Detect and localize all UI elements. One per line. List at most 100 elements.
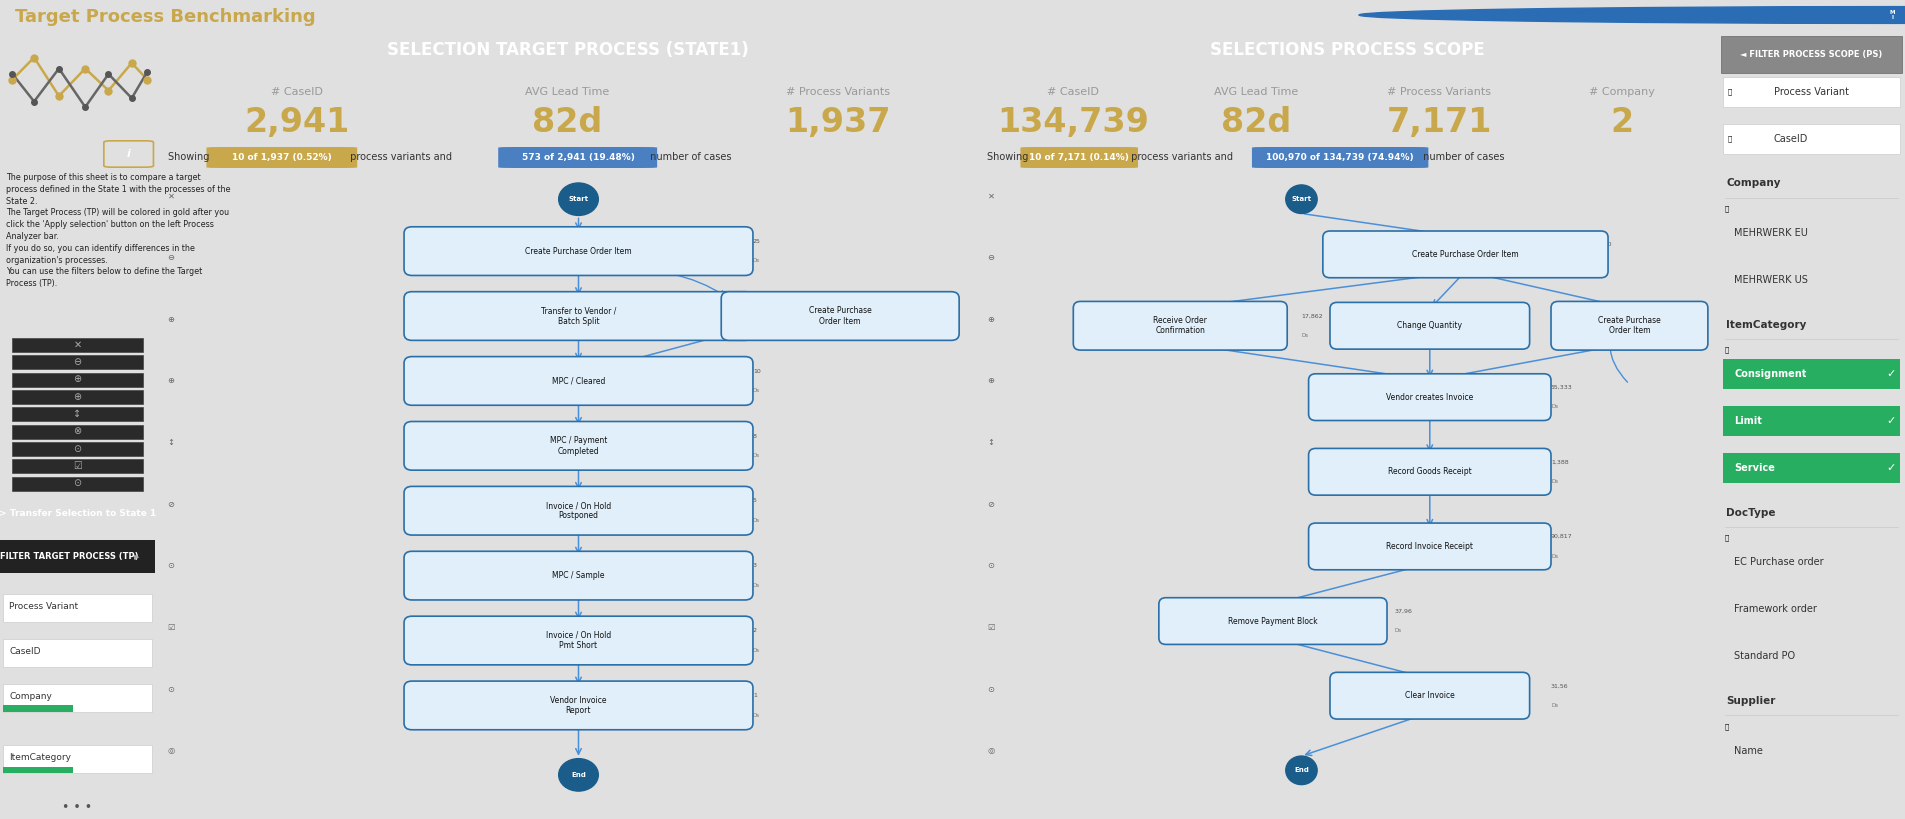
Text: Ds: Ds <box>752 258 760 264</box>
Text: 8: 8 <box>752 433 756 439</box>
Text: 1: 1 <box>752 693 756 698</box>
Text: FILTER TARGET PROCESS (TP): FILTER TARGET PROCESS (TP) <box>0 552 139 561</box>
Text: ↕: ↕ <box>74 409 82 419</box>
Text: 2: 2 <box>1610 106 1633 139</box>
Text: Ds: Ds <box>1551 703 1556 708</box>
Text: Ds: Ds <box>1301 333 1309 338</box>
Text: ItemCategory: ItemCategory <box>1726 319 1806 329</box>
Text: ✕: ✕ <box>987 192 994 201</box>
Text: Ds: Ds <box>752 388 760 393</box>
Text: Record Invoice Receipt: Record Invoice Receipt <box>1385 542 1473 551</box>
Text: Create Purchase Order Item: Create Purchase Order Item <box>1412 250 1518 259</box>
FancyBboxPatch shape <box>404 422 752 470</box>
Text: 2: 2 <box>752 628 756 633</box>
Text: 🔍: 🔍 <box>1724 346 1728 353</box>
Circle shape <box>558 758 598 791</box>
Text: • • •: • • • <box>63 801 93 814</box>
Text: ⊙: ⊙ <box>74 444 82 454</box>
Text: ⊕: ⊕ <box>168 377 175 386</box>
Text: Transfer to Vendor /
Batch Split: Transfer to Vendor / Batch Split <box>541 306 615 326</box>
FancyBboxPatch shape <box>4 767 72 773</box>
FancyBboxPatch shape <box>13 373 143 387</box>
FancyBboxPatch shape <box>1309 373 1551 420</box>
FancyBboxPatch shape <box>1722 359 1899 389</box>
Text: Ds: Ds <box>1551 333 1556 338</box>
Text: # CaseID: # CaseID <box>1046 88 1099 97</box>
FancyBboxPatch shape <box>404 681 752 730</box>
Text: number of cases: number of cases <box>648 152 732 162</box>
Circle shape <box>1286 185 1316 214</box>
Text: Ds: Ds <box>1393 628 1400 633</box>
Text: CaseID: CaseID <box>10 647 40 656</box>
Text: Ds: Ds <box>752 453 760 458</box>
Text: CaseID: CaseID <box>1774 133 1808 143</box>
FancyBboxPatch shape <box>1722 76 1899 106</box>
Text: Record Goods Receipt: Record Goods Receipt <box>1387 468 1471 477</box>
Text: 🔍: 🔍 <box>1728 88 1732 95</box>
Text: DocType: DocType <box>1726 508 1775 518</box>
Text: Create Purchase
Order Item: Create Purchase Order Item <box>1596 316 1659 336</box>
Text: 10 of 7,171 (0.14%): 10 of 7,171 (0.14%) <box>1029 153 1128 162</box>
Text: ⊕: ⊕ <box>987 314 994 324</box>
Text: Name: Name <box>1734 745 1762 756</box>
FancyBboxPatch shape <box>404 356 752 405</box>
FancyBboxPatch shape <box>1551 301 1707 350</box>
FancyBboxPatch shape <box>404 227 752 275</box>
FancyBboxPatch shape <box>13 459 143 473</box>
Text: Ds: Ds <box>1551 479 1556 484</box>
Text: ⊕: ⊕ <box>74 374 82 384</box>
Text: Vendor Invoice
Report: Vendor Invoice Report <box>551 695 606 715</box>
FancyBboxPatch shape <box>1322 231 1608 278</box>
Text: MEHRWERK US: MEHRWERK US <box>1734 275 1808 285</box>
Text: 573 of 2,941 (19.48%): 573 of 2,941 (19.48%) <box>522 153 634 162</box>
Text: MEHRWERK EU: MEHRWERK EU <box>1734 228 1808 238</box>
FancyBboxPatch shape <box>1309 449 1551 495</box>
Text: Receive Order
Confirmation: Receive Order Confirmation <box>1153 316 1206 336</box>
Text: Create Purchase Order Item: Create Purchase Order Item <box>526 247 631 256</box>
Text: AVG Lead Time: AVG Lead Time <box>526 88 610 97</box>
Text: Ds: Ds <box>752 518 760 523</box>
Circle shape <box>1286 756 1316 785</box>
Text: ⊘: ⊘ <box>987 500 994 509</box>
Text: process variants and: process variants and <box>1128 152 1236 162</box>
Text: Start: Start <box>1292 197 1311 202</box>
Text: M
I: M I <box>1890 10 1894 20</box>
FancyBboxPatch shape <box>1722 124 1899 154</box>
Circle shape <box>1358 7 1905 24</box>
Text: 10: 10 <box>752 369 760 373</box>
FancyBboxPatch shape <box>720 292 958 341</box>
Text: Remove Payment Block: Remove Payment Block <box>1227 617 1316 626</box>
Text: 13,542: 13,542 <box>1551 314 1572 319</box>
Text: AVG Lead Time: AVG Lead Time <box>1213 88 1297 97</box>
Text: Ds: Ds <box>752 583 760 588</box>
Text: 100,970: 100,970 <box>1585 242 1612 247</box>
Text: ✓: ✓ <box>1886 416 1895 426</box>
Text: Vendor creates Invoice: Vendor creates Invoice <box>1385 392 1473 401</box>
FancyBboxPatch shape <box>4 705 72 712</box>
Text: ItemCategory: ItemCategory <box>10 753 70 762</box>
Text: 2,941: 2,941 <box>244 106 349 139</box>
FancyBboxPatch shape <box>404 551 752 600</box>
FancyBboxPatch shape <box>0 540 154 573</box>
FancyBboxPatch shape <box>404 616 752 665</box>
Text: Create Purchase
Order Item: Create Purchase Order Item <box>808 306 871 326</box>
FancyBboxPatch shape <box>206 147 356 168</box>
Text: ◎: ◎ <box>168 746 175 755</box>
Text: Ds: Ds <box>752 324 760 328</box>
FancyBboxPatch shape <box>1073 301 1286 350</box>
Text: ⊙: ⊙ <box>168 685 175 694</box>
Text: EC Purchase order: EC Purchase order <box>1734 557 1823 568</box>
Text: 90,817: 90,817 <box>1551 534 1572 539</box>
Text: ◄ FILTER PROCESS SCOPE (PS): ◄ FILTER PROCESS SCOPE (PS) <box>1739 50 1882 59</box>
Text: number of cases: number of cases <box>1419 152 1503 162</box>
Text: Target Process Benchmarking: Target Process Benchmarking <box>15 7 316 25</box>
Text: ⊙: ⊙ <box>987 685 994 694</box>
Text: > Transfer Selection to State 1: > Transfer Selection to State 1 <box>0 509 156 518</box>
Text: 82d: 82d <box>531 106 602 139</box>
Text: 10 of 1,937 (0.52%): 10 of 1,937 (0.52%) <box>232 153 331 162</box>
Text: Company: Company <box>10 692 51 701</box>
Text: SELECTION TARGET PROCESS (STATE1): SELECTION TARGET PROCESS (STATE1) <box>387 41 749 59</box>
Text: 15: 15 <box>752 304 760 309</box>
Text: ◎: ◎ <box>987 746 994 755</box>
Text: 5: 5 <box>752 499 756 504</box>
